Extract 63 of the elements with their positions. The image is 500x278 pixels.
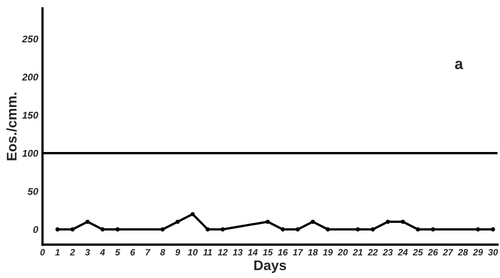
point <box>296 227 300 232</box>
point <box>400 220 405 224</box>
x-tick-label: 1 <box>55 249 60 256</box>
x-tick-label: 3 <box>85 249 90 256</box>
x-tick-label: 10 <box>188 249 198 256</box>
point <box>176 220 180 224</box>
x-tick-label: 19 <box>322 249 333 256</box>
x-tick-label: 2 <box>70 249 75 256</box>
x-tick-label: 12 <box>218 249 228 256</box>
x-tick-label: 13 <box>232 249 243 256</box>
x-tick-label: 24 <box>398 249 408 256</box>
x-tick-label: 8 <box>160 249 166 256</box>
x-tick-label: 21 <box>352 249 362 256</box>
point <box>85 220 90 224</box>
point <box>386 220 390 224</box>
point <box>430 227 436 232</box>
point <box>206 227 210 232</box>
x-tick-label: 7 <box>146 249 150 256</box>
x-axis-title: Days <box>254 260 286 273</box>
point <box>190 212 195 216</box>
y-tick-label: 200 <box>22 74 38 81</box>
point <box>280 227 285 232</box>
y-tick-label: 0 <box>33 226 38 234</box>
x-tick-label: 14 <box>248 249 258 256</box>
point <box>310 220 315 224</box>
x-tick-label: 5 <box>115 249 120 256</box>
x-tick-label: 16 <box>278 249 288 256</box>
x-tick-label: 0 <box>40 249 45 256</box>
x-tick-label: 17 <box>292 249 304 256</box>
x-tick-label: 22 <box>368 249 378 256</box>
x-tick-label: 30 <box>488 249 498 256</box>
x-tick-label: 26 <box>428 249 438 256</box>
point <box>266 220 270 224</box>
x-tick-label: 28 <box>458 249 468 256</box>
point <box>70 227 75 232</box>
y-tick-label: 150 <box>22 112 38 119</box>
x-tick-label: 9 <box>175 249 180 256</box>
x-tick-label: 25 <box>412 249 424 256</box>
point <box>416 227 420 232</box>
x-tick-label: 20 <box>338 249 348 256</box>
point <box>100 227 105 232</box>
x-tick-label: 27 <box>442 249 454 256</box>
y-tick-label: 50 <box>28 188 38 195</box>
x-tick-label: 18 <box>308 249 318 256</box>
x-tick-label: 4 <box>100 249 105 256</box>
point <box>370 227 375 232</box>
annotation: a <box>455 60 464 70</box>
point <box>55 227 60 232</box>
point <box>476 227 480 232</box>
x-tick-label: 6 <box>130 249 136 256</box>
x-tick-label: 15 <box>262 249 273 256</box>
point <box>160 227 165 232</box>
y-tick-label: 250 <box>22 36 38 42</box>
point <box>326 227 330 232</box>
x-tick-label: 11 <box>203 249 212 256</box>
y-tick-label: 100 <box>22 150 38 157</box>
point <box>116 227 120 232</box>
point <box>220 227 225 232</box>
point <box>356 227 360 232</box>
y-axis-title: Eos./cmm. <box>6 92 17 160</box>
x-tick-label: 23 <box>382 249 393 256</box>
x-tick-label: 29 <box>472 249 483 256</box>
point <box>490 227 496 232</box>
